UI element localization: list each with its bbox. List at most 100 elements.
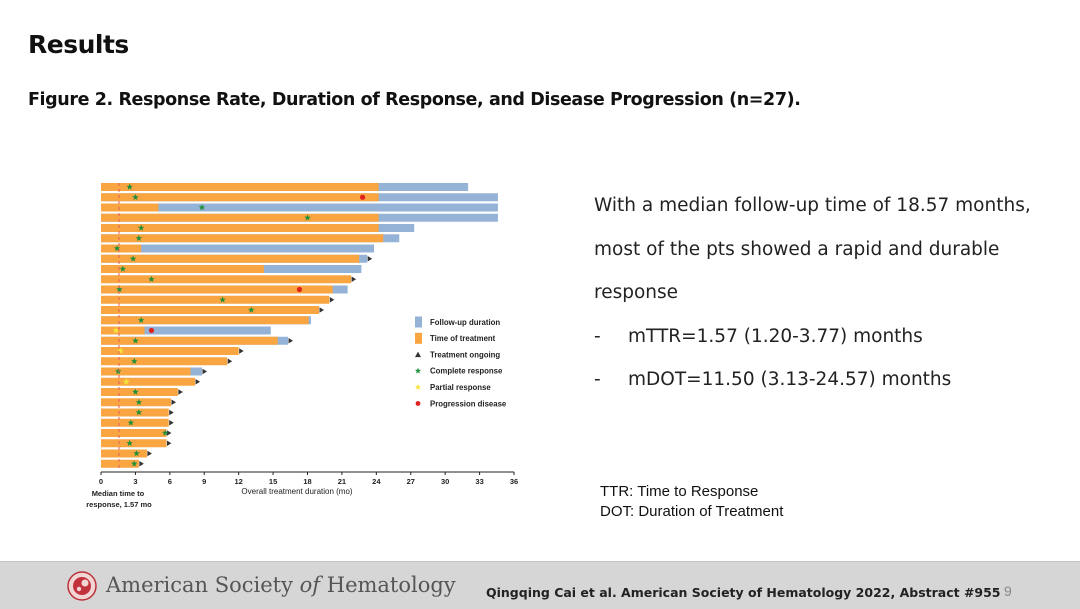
complete-response-marker — [126, 439, 133, 446]
legend-swatch — [415, 332, 422, 344]
treatment-bar — [101, 183, 379, 191]
markers-group — [112, 183, 373, 467]
treatment-bar — [101, 398, 171, 407]
complete-response-marker — [133, 450, 140, 457]
bullet-dash: - — [594, 369, 601, 390]
legend-label: Progression disease — [430, 399, 507, 408]
ongoing-marker — [202, 368, 207, 375]
treatment-bar — [101, 439, 167, 448]
page-number: 9 — [1004, 583, 1012, 599]
progression-marker — [148, 327, 155, 334]
treatment-bar — [101, 203, 159, 212]
treatment-bar — [101, 244, 142, 253]
complete-response-marker — [132, 388, 139, 395]
x-tick-label: 24 — [372, 477, 381, 486]
ongoing-marker — [171, 399, 176, 406]
treatment-bar — [101, 347, 239, 355]
x-tick-label: 6 — [168, 477, 172, 486]
followup-bar — [101, 326, 271, 335]
treatment-bar — [101, 295, 330, 304]
complete-response-marker — [116, 286, 123, 293]
legend-swatch — [415, 316, 422, 328]
bullet-dash: - — [594, 325, 601, 347]
ongoing-marker — [147, 450, 152, 457]
footer-bar: American Society of Hematology Qingqing … — [0, 561, 1080, 609]
citation: Qingqing Cai et al. American Society of … — [486, 585, 1001, 600]
org-name-italic: of — [299, 573, 321, 597]
ongoing-marker — [239, 348, 244, 354]
treatment-bar — [101, 336, 278, 345]
x-tick-label: 18 — [303, 477, 311, 486]
complete-response-marker — [131, 357, 138, 364]
x-tick-label: 12 — [234, 477, 242, 486]
treatment-bar — [101, 418, 169, 427]
complete-response-marker — [219, 296, 226, 303]
x-tick-label: 33 — [475, 477, 483, 486]
median-label: Median time to response, 1.57 mo — [86, 489, 152, 509]
median-label-line-2: response, 1.57 mo — [86, 500, 152, 509]
complete-response-marker — [135, 234, 143, 241]
partial-response-marker — [122, 377, 130, 385]
complete-response-marker — [162, 429, 169, 436]
complete-response-marker — [135, 398, 143, 405]
complete-response-marker — [148, 275, 155, 282]
complete-response-marker — [127, 419, 135, 426]
complete-response-marker — [137, 316, 145, 323]
followup-bar — [101, 203, 498, 212]
x-tick-label: 15 — [269, 477, 277, 486]
ongoing-marker — [319, 307, 324, 313]
legend-swatch — [415, 401, 421, 406]
legend-swatch — [415, 351, 421, 358]
legend-label: Partial response — [430, 383, 491, 392]
treatment-bar — [101, 265, 264, 273]
org-name-part: Hematology — [320, 573, 456, 597]
treatment-bar — [101, 234, 384, 243]
treatment-bar — [101, 459, 139, 468]
progression-marker — [296, 286, 303, 293]
treatment-bar — [101, 449, 147, 458]
legend-label: Follow-up duration — [430, 318, 500, 327]
complete-response-marker — [135, 409, 143, 416]
x-tick-label: 21 — [338, 477, 346, 486]
ongoing-marker — [195, 378, 201, 385]
treatment-bar — [101, 316, 309, 325]
ongoing-marker — [288, 337, 293, 344]
progression-marker — [359, 194, 366, 200]
treatment-bar — [101, 326, 145, 335]
bullet-mdot: mDOT=11.50 (3.13-24.57) months — [628, 369, 952, 390]
treatment-bar — [101, 377, 196, 386]
x-tick-label: 9 — [202, 477, 206, 486]
legend: Follow-up duration Time of treatment Treat… — [414, 316, 507, 408]
treatment-bar — [101, 429, 167, 437]
ongoing-marker — [227, 358, 233, 365]
complete-response-marker — [126, 183, 133, 190]
treatment-bar — [101, 275, 352, 284]
ongoing-marker — [169, 409, 174, 416]
bars-group — [101, 183, 498, 468]
complete-response-marker — [137, 224, 145, 231]
bullet-mttr: mTTR=1.57 (1.20-3.77) months — [628, 325, 923, 347]
followup-bar — [101, 244, 375, 253]
x-axis: 0 3 6 9 12 15 18 21 24 27 30 33 36 — [99, 471, 518, 486]
summary-bullet: - mDOT=11.50 (3.13-24.57) months — [594, 358, 1064, 402]
treatment-bar — [101, 285, 333, 294]
treatment-bar — [101, 254, 360, 263]
x-tick-label: 0 — [99, 477, 103, 486]
treatment-bar — [101, 193, 379, 202]
complete-response-marker — [119, 265, 126, 272]
complete-response-marker — [132, 193, 139, 200]
ongoing-marker — [166, 430, 172, 436]
legend-swatch — [414, 383, 422, 390]
ongoing-marker — [139, 460, 144, 467]
legend-label: Complete response — [430, 367, 503, 376]
figure-title: Figure 2. Response Rate, Duration of Res… — [28, 90, 801, 110]
legend-swatch — [414, 367, 422, 374]
x-tick-label: 27 — [407, 477, 415, 486]
ongoing-marker — [329, 296, 335, 303]
ongoing-marker — [169, 419, 174, 426]
x-tick-label: 30 — [441, 477, 449, 486]
treatment-bar — [101, 306, 319, 314]
summary-paragraph: With a median follow-up time of 18.57 mo… — [594, 195, 1031, 303]
abbreviations: TTR: Time to Response DOT: Duration of T… — [600, 482, 783, 522]
treatment-bar — [101, 213, 379, 222]
